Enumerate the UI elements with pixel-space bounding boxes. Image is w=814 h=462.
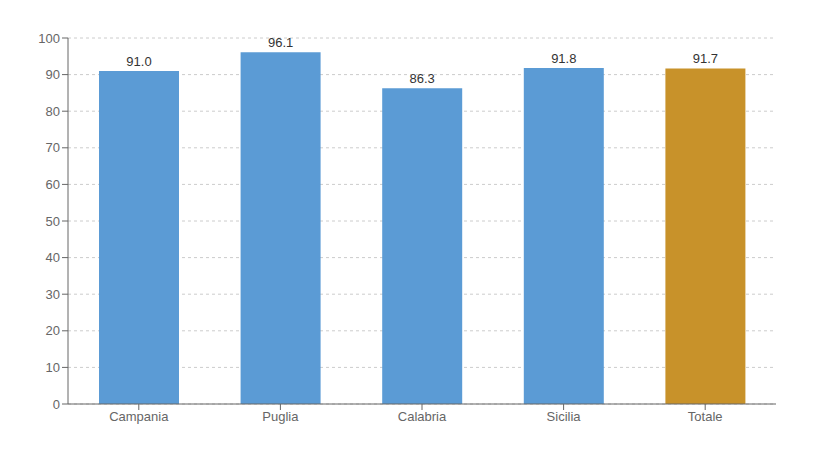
- svg-text:50: 50: [46, 214, 60, 229]
- svg-text:40: 40: [46, 250, 60, 265]
- svg-text:90: 90: [46, 67, 60, 82]
- svg-text:60: 60: [46, 177, 60, 192]
- svg-text:91.7: 91.7: [693, 51, 718, 66]
- svg-text:30: 30: [46, 287, 60, 302]
- svg-text:Totale: Totale: [688, 409, 723, 424]
- svg-text:Calabria: Calabria: [398, 409, 447, 424]
- svg-text:Campania: Campania: [109, 409, 169, 424]
- svg-text:100: 100: [38, 31, 60, 46]
- svg-text:Sicilia: Sicilia: [547, 409, 582, 424]
- svg-text:70: 70: [46, 140, 60, 155]
- svg-text:Puglia: Puglia: [262, 409, 299, 424]
- svg-text:20: 20: [46, 323, 60, 338]
- svg-text:96.1: 96.1: [268, 35, 293, 50]
- svg-text:86.3: 86.3: [410, 71, 435, 86]
- svg-text:0: 0: [53, 397, 60, 412]
- svg-text:80: 80: [46, 104, 60, 119]
- svg-text:10: 10: [46, 360, 60, 375]
- svg-text:91.8: 91.8: [551, 51, 576, 66]
- svg-text:91.0: 91.0: [126, 54, 151, 69]
